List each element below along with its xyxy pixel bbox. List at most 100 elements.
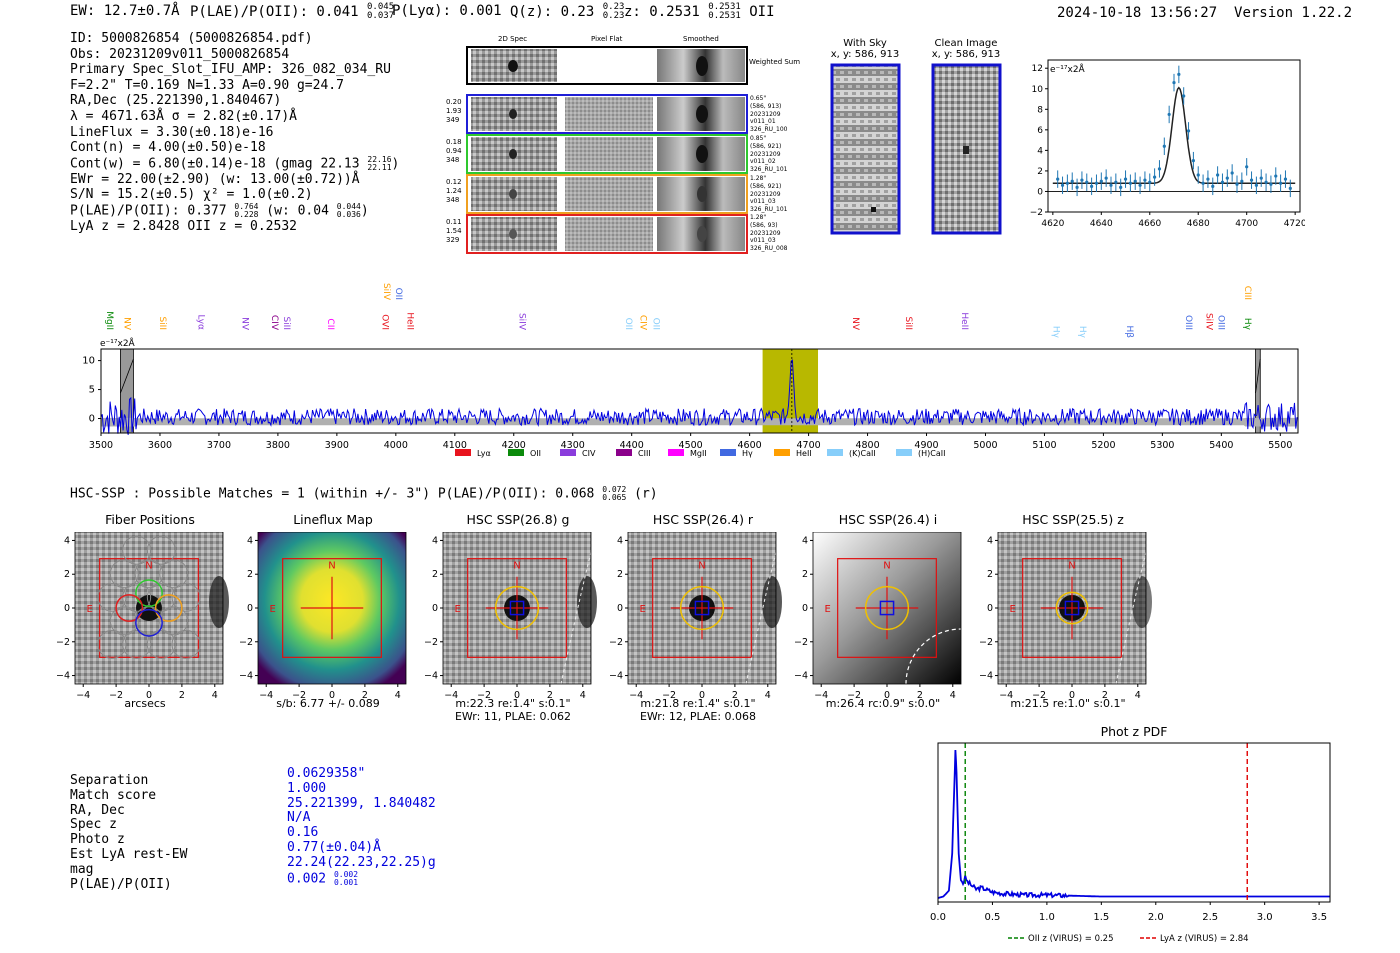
zoom-gaussian-fit [1052,86,1296,184]
zoom-data-point [1123,170,1128,188]
zoom-data-point [1264,173,1268,191]
fs-line-label: SiIV [381,283,391,301]
fs-xtick-label: 3600 [148,440,172,451]
hsc-panel-caption: m:21.8 re:1.4" s:0.1" [640,697,756,710]
hsc-xtick-label: 0 [699,690,705,701]
info-plae: P(LAE)/P(OII): 0.377 0.764 0.228 (w: 0.04… [70,202,369,220]
svg-text:Lyα: Lyα [477,449,491,458]
hsc-panel-z: N E 4 2 0 −2 −4 −4 −2 0 2 4 [979,532,1152,701]
detection-info: ID: 5000826854 (5000826854.pdf) Obs: 202… [70,31,399,235]
hsc-xtick-label: −2 [662,690,676,701]
fs-line-label: Lyα [195,315,205,331]
hsc-ytick-label: 2 [617,569,623,580]
zoom-data-point [1085,173,1089,191]
source-marker [879,600,895,616]
match-value-specz: N/A [287,810,311,826]
east-label: E [270,604,276,615]
zoom-data-point [1153,168,1157,186]
fs-xtick-label: 4700 [796,440,820,451]
fs-line-label: SiII [157,316,167,330]
fiber-green [135,579,163,608]
fs-xtick-label: 3900 [325,440,349,451]
photz-xtick-label: 0.5 [984,912,1000,923]
with-sky-title: With Sky x, y: 586, 913 [830,38,900,60]
hsc-xtick-label: 0 [1069,690,1075,701]
hsc-ytick-label: 2 [802,569,808,580]
match-value-photoz: 0.16 [287,825,319,841]
zoom-ytick-label: 2 [1037,167,1043,177]
fs-xtick-label: 4200 [502,440,526,451]
hsc-xtick-label: 2 [917,690,923,701]
fs-legend-item: OII [508,449,541,458]
zoom-data-point [1245,158,1249,176]
hsc-ytick-label: −4 [424,671,438,682]
hsc-xtick-label: 4 [765,690,771,701]
fiber-circle [159,606,189,636]
hsc-xtick-label: 4 [212,690,218,701]
photz-curve [937,749,1330,899]
hsc-xtick-label: −2 [1032,690,1046,701]
svg-text:HeII: HeII [796,449,812,458]
weighted-sum-frame [466,46,748,85]
zoom-xtick-label: 4680 [1187,219,1210,229]
fs-line-label: NV [850,317,860,331]
hsc-panel-i: N E 4 2 0 −2 −4 −4 −2 0 2 4 [794,532,962,701]
zoom-data-point [1143,171,1147,189]
fiber-1-left: 0.20 1.93 349 [446,98,462,124]
hsc-panel-g: N E 4 2 0 −2 −4 −4 −2 0 2 4 [424,532,597,701]
zoom-data-point [1225,169,1229,187]
fs-xtick-label: 4800 [855,440,879,451]
fs-xtick-label: 4600 [738,440,762,451]
fs-line-label: OVI [379,314,389,330]
hsc-xtick-label: 2 [547,690,553,701]
fs-frame [100,348,1299,434]
fiber-3-left: 0.12 1.24 348 [446,178,462,204]
fiber-circle [122,535,152,565]
svg-text:OII: OII [530,449,541,458]
zoom-data-point [1211,177,1215,196]
header-z: z: 0.2531 0.2531 0.2531 OII [624,2,775,21]
fs-legend-item: Lyα [455,449,491,458]
photz-xtick-label: 2.0 [1148,912,1164,923]
zoom-data-point [1182,87,1186,105]
fiber-circle [134,559,164,589]
fiber-row-4 [466,214,748,254]
zoom-data-point [1090,177,1094,196]
weighted-label: Weighted Sum [749,58,800,66]
svg-text:Hγ: Hγ [742,449,753,458]
match-value-plae: 0.002 0.002 0.001 [287,869,359,887]
zoom-data-point [1254,176,1258,195]
fs-line-label: SiIV [517,313,527,331]
hsc-panel-caption-2: EWr: 12, PLAE: 0.068 [639,710,757,723]
info-contn: Cont(n) = 4.00(±0.50)e-18 [70,140,266,156]
photz-legend-item: OII z (VIRUS) = 0.25 [1008,934,1114,944]
photz-xtick-label: 3.0 [1257,912,1273,923]
zoom-data-point [1099,172,1103,190]
source-marker [694,600,710,616]
zoom-data-point [1220,173,1225,191]
fs-xtick-label: 5500 [1268,440,1292,451]
hsc-ytick-label: −2 [609,637,623,648]
zoom-data-point [1259,169,1263,187]
info-radec: RA,Dec (25.221390,1.840467) [70,93,282,109]
match-value-score: 1.000 [287,780,327,796]
zoom-data-point [1080,171,1084,189]
hsc-ytick-label: 0 [432,603,438,614]
svg-text:(K)CaII: (K)CaII [849,449,876,458]
fiber-orange [154,594,183,622]
zoom-data-point [1109,176,1113,195]
fs-xtick-label: 3500 [89,440,113,451]
source-ellipse [1055,591,1089,625]
hsc-xtick-label: 4 [1135,690,1141,701]
fs-xtick-label: 5200 [1091,440,1115,451]
hsc-xtick-label: 2 [1102,690,1108,701]
zoom-data-point [1240,172,1244,190]
fs-line-label: HeII [405,312,415,330]
hsc-heading: HSC-SSP : Possible Matches = 1 (within +… [70,485,658,502]
zoom-data-point [1230,164,1234,182]
fs-line-label: MgII [104,311,114,330]
hsc-ytick-label: 4 [432,535,438,546]
svg-text:(H)CaII: (H)CaII [918,449,945,458]
fiber-red [115,594,144,622]
match-label-mag: mag [70,861,94,877]
